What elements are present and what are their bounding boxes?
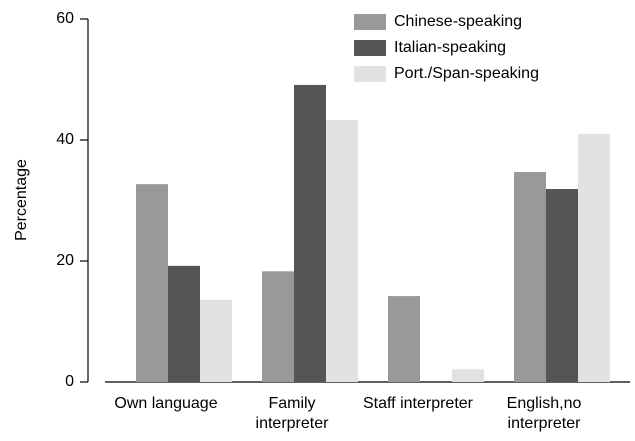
bar (326, 120, 358, 382)
x-tick-label: English,no interpreter (506, 395, 582, 432)
x-tick-label: Family interpreter (255, 395, 329, 432)
y-axis-label: Percentage (13, 159, 30, 241)
legend-label: Chinese-speaking (394, 13, 522, 30)
bar (514, 172, 546, 382)
bar (200, 299, 232, 382)
legend-swatch (354, 66, 386, 82)
legend-swatch (354, 14, 386, 30)
legend-swatch (354, 40, 386, 56)
bar (388, 296, 420, 382)
legend-label: Italian-speaking (394, 39, 506, 56)
bar (262, 271, 294, 382)
bar (168, 265, 200, 382)
bar (578, 133, 610, 382)
y-tick-label: 20 (56, 252, 74, 269)
legend-label: Port./Span-speaking (394, 65, 539, 82)
y-tick-label: 0 (65, 373, 74, 390)
x-tick-label: Staff interpreter (363, 395, 473, 412)
y-tick-label: 40 (56, 131, 74, 148)
y-tick-label: 60 (56, 10, 74, 27)
bar (546, 189, 578, 382)
bar (452, 369, 484, 382)
bar (294, 84, 326, 382)
x-tick-label: Own language (114, 395, 218, 412)
bar (136, 184, 168, 382)
